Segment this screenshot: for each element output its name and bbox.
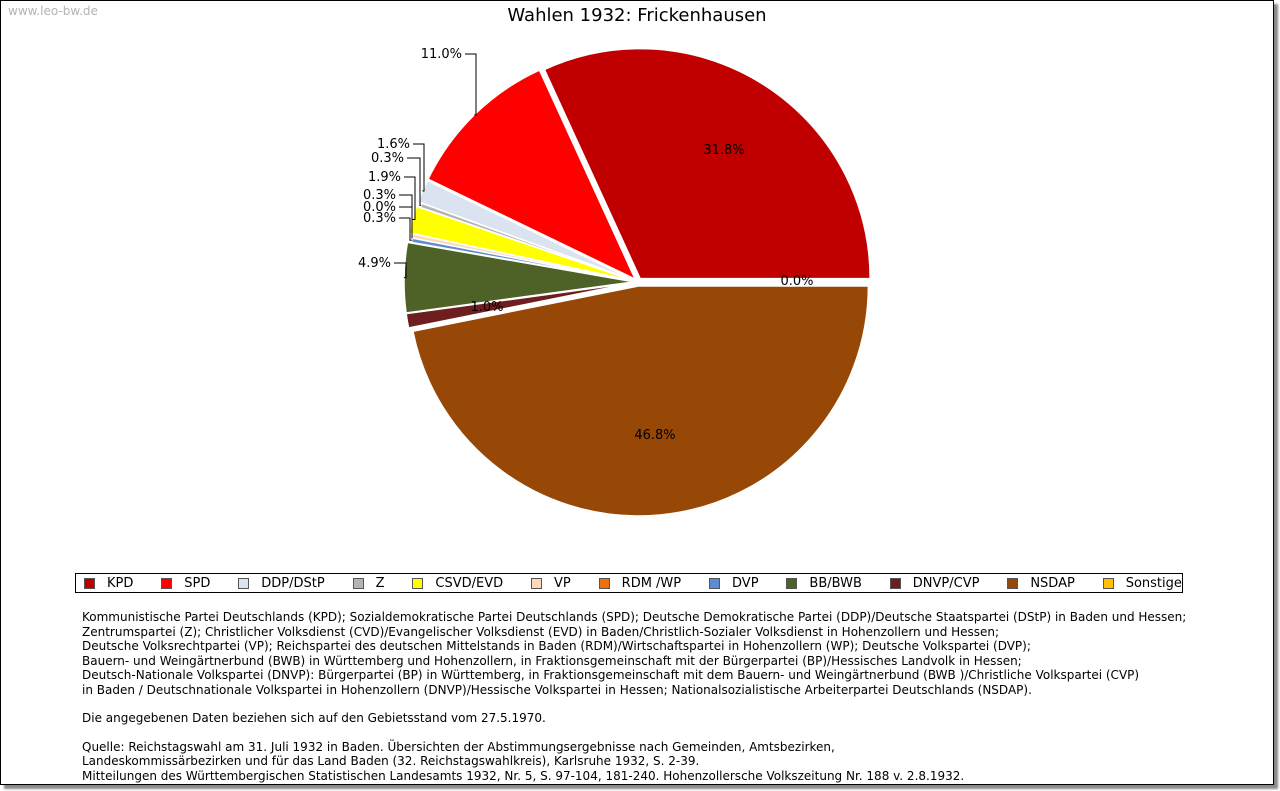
pie-slice-ddp-dstp: [417, 179, 635, 282]
notes-party-line: Bauern- und Weingärtnerbund (BWB) in Wür…: [82, 653, 1022, 668]
notes: Kommunistische Partei Deutschlands (KPD)…: [82, 610, 1186, 783]
legend-swatch: [598, 577, 610, 589]
legend-swatch: [161, 577, 173, 589]
legend-swatch: [786, 577, 798, 589]
leader-line-bb-bwb: [394, 262, 407, 279]
leader-line-rdm-wp: [399, 206, 413, 239]
notes-gebietsstand: Die angegebenen Daten beziehen sich auf …: [82, 711, 546, 725]
leader-line-csvd-evd: [404, 176, 416, 220]
slice-label-bb-bwb: 4.9%: [358, 256, 391, 271]
pie-chart: Wahlen 1932: Frickenhausen 31.8% 11.0% 1.6…: [358, 5, 871, 517]
leader-line-ddp-dstp: [413, 143, 425, 192]
legend-label: Sonstige: [1125, 575, 1182, 591]
notes-source-line: Landeskommissärbezirken und für das Land…: [82, 754, 700, 768]
legend-label: VP: [554, 575, 571, 591]
pie-slice-bb-bwb: [403, 241, 635, 314]
legend-swatch: [412, 577, 424, 589]
pie-slice-csvd-evd: [408, 205, 635, 282]
slice-label-nsdap: 46.8%: [634, 428, 675, 443]
slice-label-dnvp-cvp: 1.0%: [470, 300, 503, 315]
legend-item-dvp: DVP: [709, 576, 759, 591]
slice-label-csvd-evd: 1.9%: [368, 170, 401, 185]
legend-swatch: [1102, 577, 1114, 589]
legend-item-spd: SPD: [161, 576, 210, 591]
notes-party-line: Deutsch-Nationale Volkspartei (DNVP): Bü…: [82, 668, 1140, 682]
legend-swatch: [238, 577, 250, 589]
slice-label-ddp-dstp: 1.6%: [377, 137, 410, 152]
legend-label: DDP/DStP: [261, 575, 325, 591]
notes-party-line: in Baden / Deutschnationale Volkspartei …: [82, 682, 1032, 697]
legend-label: KPD: [107, 575, 134, 591]
legend-label: Z: [375, 575, 385, 591]
pie-slice-nsdap: [412, 285, 870, 517]
legend-swatch: [1007, 577, 1019, 589]
legend-item-z: Z: [352, 575, 385, 591]
legend-item-ddp-dstp: DDP/DStP: [238, 575, 325, 591]
notes-party-line: Deutsche Volksrechtpartei (VP); Reichspa…: [82, 639, 1031, 653]
leader-line-z: [407, 157, 422, 206]
notes-party-line: Zentrumspartei (Z); Christlicher Volksdi…: [82, 624, 1000, 639]
legend-swatch: [709, 577, 721, 589]
legend-label: SPD: [184, 575, 211, 591]
legend-item-rdm-wp: RDM /WP: [598, 575, 682, 591]
legend-item-vp: VP: [531, 576, 571, 591]
legend-item-dnvp-cvp: DNVP/CVP: [889, 575, 980, 591]
slice-label-rdm-wp: 0.0%: [363, 200, 396, 215]
legend-item-kpd: KPD: [84, 576, 133, 591]
slice-label-vp: 0.3%: [363, 188, 396, 203]
slice-label-dvp: 0.3%: [363, 211, 396, 226]
legend-item-bb-bwb: BB/BWB: [786, 575, 862, 591]
slice-label-sonstige: 0.0%: [780, 274, 813, 289]
pie-slice-dnvp-cvp: [405, 281, 635, 329]
chart-title: Wahlen 1932: Frickenhausen: [507, 5, 766, 26]
legend-label: NSDAP: [1030, 575, 1075, 591]
legend-swatch: [531, 577, 543, 589]
slice-label-z: 0.3%: [371, 151, 404, 166]
legend-item-nsdap: NSDAP: [1007, 576, 1075, 591]
legend-label: DVP: [732, 575, 759, 591]
legend-label: BB/BWB: [809, 575, 862, 591]
legend-item-sonstige: Sonstige: [1102, 575, 1182, 591]
legend-label: CSVD/EVD: [435, 575, 504, 591]
watermark: www.leo-bw.de: [8, 4, 98, 18]
legend-swatch: [84, 577, 95, 589]
legend-swatch: [889, 577, 901, 589]
legend-swatch: [352, 577, 364, 589]
leader-line-dvp: [399, 217, 412, 241]
leader-line-spd: [465, 53, 477, 116]
notes-source-line: Mitteilungen des Württembergischen Stati…: [82, 768, 965, 783]
slice-label-spd: 11.0%: [421, 47, 462, 62]
legend-label: RDM /WP: [621, 575, 682, 591]
notes-source-line: Quelle: Reichstagswahl am 31. Juli 1932 …: [82, 739, 835, 754]
slice-label-kpd: 31.8%: [703, 143, 744, 158]
pie-slice-kpd: [543, 47, 871, 280]
legend-label: DNVP/CVP: [912, 575, 980, 591]
legend: KPD SPD DDP/DStP Z CSVD/EVD VP RDM /WP DVP BB/BW…: [75, 573, 1183, 593]
notes-party-line: Kommunistische Partei Deutschlands (KPD)…: [82, 610, 1187, 624]
legend-item-csvd-evd: CSVD/EVD: [412, 576, 503, 591]
